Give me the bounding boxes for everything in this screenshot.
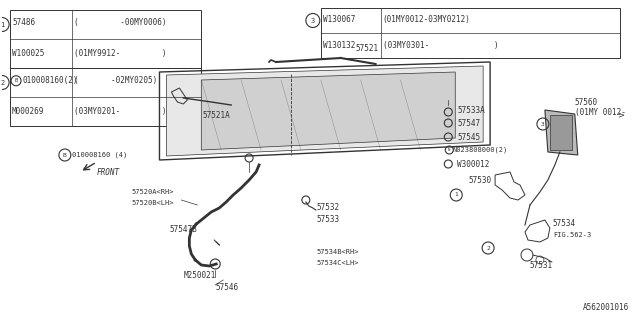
Text: 57521A: 57521A <box>202 111 230 120</box>
Text: (         -00MY0006): ( -00MY0006) <box>74 18 166 27</box>
Text: (03MY0201-         ): (03MY0201- ) <box>74 107 166 116</box>
Text: 57532: 57532 <box>317 204 340 212</box>
Text: 57560: 57560 <box>575 98 598 107</box>
Text: M250021: M250021 <box>184 270 216 279</box>
Text: 57545: 57545 <box>457 132 481 141</box>
Bar <box>10 68 202 126</box>
Text: 2: 2 <box>486 245 490 251</box>
Bar <box>550 115 572 150</box>
Text: 57520B<LH>: 57520B<LH> <box>132 200 174 206</box>
Text: B: B <box>15 78 18 83</box>
Text: 57533A: 57533A <box>457 106 485 115</box>
Text: FIG.562-3: FIG.562-3 <box>553 232 591 238</box>
Text: 010008160 (4): 010008160 (4) <box>72 152 127 158</box>
Text: 57521: 57521 <box>356 44 379 53</box>
Text: 57547B: 57547B <box>170 226 197 235</box>
Text: (03MY0301-              ): (03MY0301- ) <box>383 41 498 50</box>
Bar <box>10 10 202 68</box>
Text: M000269: M000269 <box>12 107 44 116</box>
Text: 57530: 57530 <box>468 175 492 185</box>
Text: B: B <box>63 153 67 157</box>
Text: 1: 1 <box>0 21 4 28</box>
Text: 57534: 57534 <box>553 220 576 228</box>
Text: 1: 1 <box>454 193 458 197</box>
Text: 57520A<RH>: 57520A<RH> <box>132 189 174 195</box>
Text: 2: 2 <box>0 79 4 85</box>
Polygon shape <box>545 110 578 155</box>
Text: 57533: 57533 <box>317 215 340 225</box>
Text: W100025: W100025 <box>12 49 44 58</box>
Text: (01MY0012-03MY0212): (01MY0012-03MY0212) <box>383 14 470 23</box>
Text: 57534B<RH>: 57534B<RH> <box>317 249 359 255</box>
Text: >: > <box>618 110 625 119</box>
Bar <box>321 8 620 58</box>
Text: A562001016: A562001016 <box>583 303 630 312</box>
Text: 57486: 57486 <box>12 18 35 27</box>
Text: 57531: 57531 <box>530 260 553 269</box>
Text: N023808000(2): N023808000(2) <box>452 147 508 153</box>
Text: W130067: W130067 <box>323 14 355 23</box>
Polygon shape <box>202 72 455 150</box>
Text: W300012: W300012 <box>457 159 490 169</box>
Text: W130132: W130132 <box>323 41 355 50</box>
Text: 3: 3 <box>541 122 545 126</box>
Text: (       -02MY0205): ( -02MY0205) <box>74 76 157 85</box>
Text: 3: 3 <box>311 18 315 23</box>
Polygon shape <box>166 66 483 156</box>
Text: 57547: 57547 <box>457 118 481 127</box>
Text: N: N <box>448 148 451 152</box>
Text: (01MY 0012-: (01MY 0012- <box>575 108 626 116</box>
Text: (01MY9912-         ): (01MY9912- ) <box>74 49 166 58</box>
Text: FRONT: FRONT <box>97 167 120 177</box>
Text: 57546: 57546 <box>215 284 238 292</box>
Text: 010008160(2): 010008160(2) <box>22 76 77 85</box>
Text: 57534C<LH>: 57534C<LH> <box>317 260 359 266</box>
